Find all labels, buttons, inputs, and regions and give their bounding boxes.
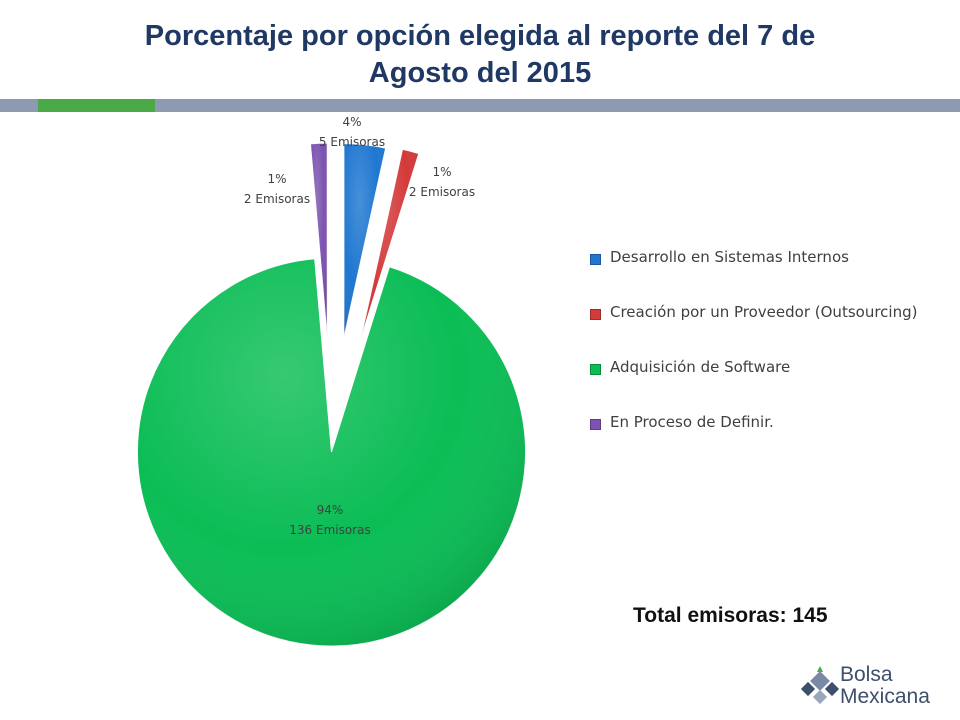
pie-slice-shading <box>360 149 419 339</box>
data-label-percent: 94% <box>317 503 344 517</box>
legend-label: En Proceso de Definir. <box>610 413 774 431</box>
logo-mark-icon <box>800 666 840 705</box>
legend-label: Adquisición de Software <box>610 358 791 376</box>
pie-data-labels: 4% 5 Emisoras 1% 2 Emisoras 94% 136 Emisoras 1… <box>244 115 475 537</box>
title-line-1: Porcentaje por opción elegida al reporte… <box>144 20 816 52</box>
data-label-percent: 1% <box>432 165 451 179</box>
data-label-count: 136 Emisoras <box>289 523 370 537</box>
data-label-count: 2 Emisoras <box>409 185 475 199</box>
pie-slices <box>136 142 526 647</box>
logo-text-line1: Bolsa <box>840 663 893 686</box>
pie-slice-shading <box>137 258 526 646</box>
legend-swatch <box>590 419 601 430</box>
total-emisoras: Total emisoras: 145 <box>633 604 828 627</box>
legend-swatch <box>590 309 601 320</box>
legend-label: Creación por un Proveedor (Outsourcing) <box>610 303 918 321</box>
bolsa-mexicana-logo: Bolsa Mexicana <box>800 660 940 710</box>
data-label-percent: 1% <box>267 172 286 186</box>
pie-slice-shading <box>310 143 328 338</box>
legend-swatch <box>590 254 601 265</box>
title-divider <box>0 99 960 112</box>
legend-label: Desarrollo en Sistemas Internos <box>610 248 849 266</box>
legend-swatch <box>590 364 601 375</box>
logo-text-line2: Mexicana <box>840 685 930 708</box>
data-label-count: 5 Emisoras <box>319 135 385 149</box>
data-label-count: 2 Emisoras <box>244 192 310 206</box>
title-line-2: Agosto del 2015 <box>368 57 592 89</box>
slide-title: Porcentaje por opción elegida al reporte… <box>60 18 900 92</box>
title-divider-accent <box>38 99 155 112</box>
data-label-percent: 4% <box>342 115 361 129</box>
pie-slice-shading <box>343 143 386 338</box>
